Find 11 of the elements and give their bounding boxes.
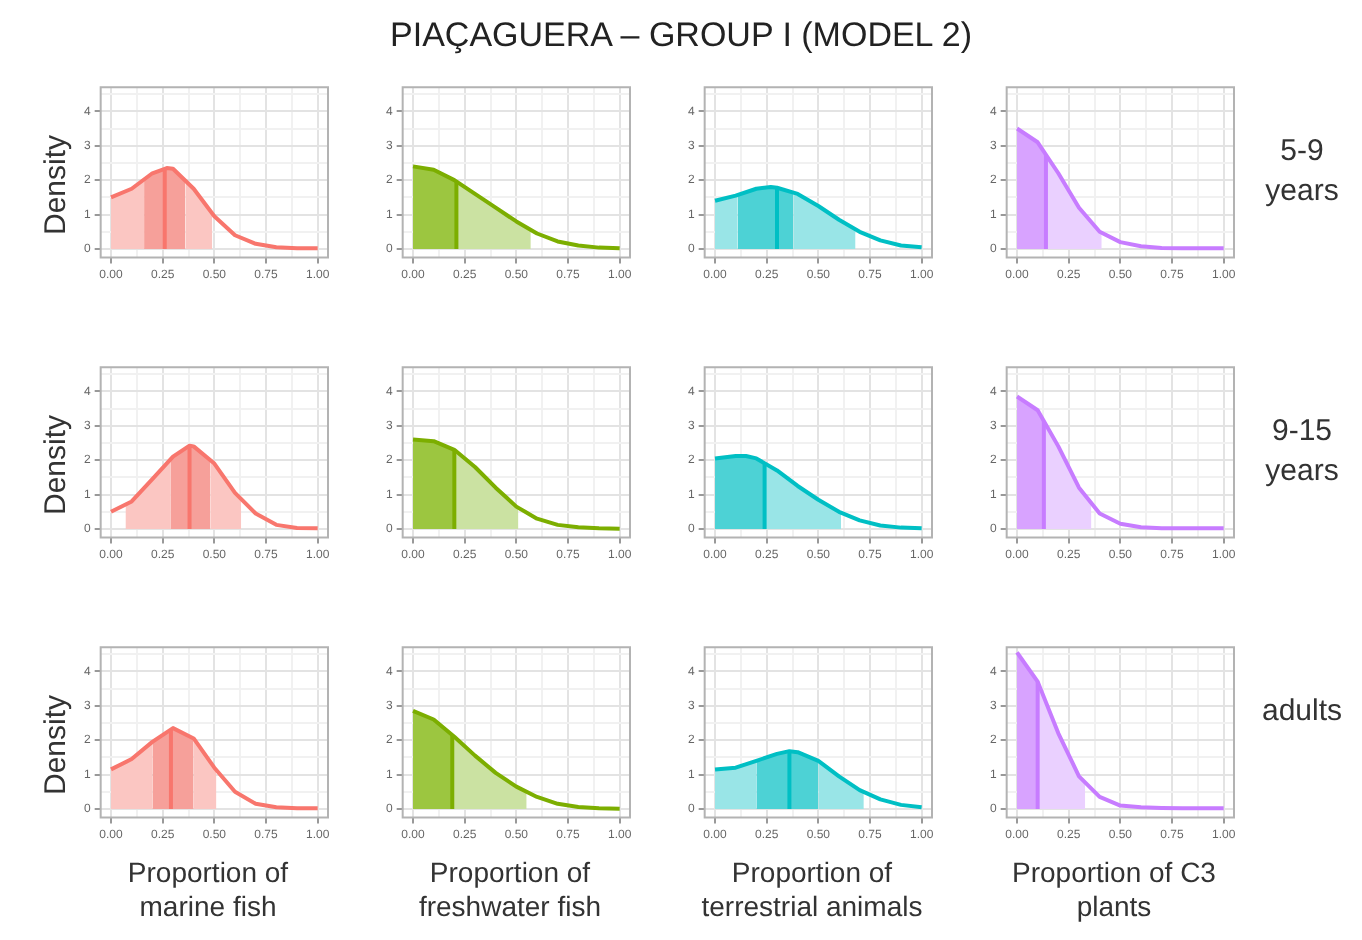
x-axis-title: Proportion of marine fish [125,856,291,924]
x-axis-title: Proportion of C3 plants [1010,856,1218,924]
text: 5-9 years [1263,132,1341,212]
text: adults [1259,692,1345,732]
text: 9-15 years [1263,412,1341,492]
y-axis-title: Density [39,132,73,240]
y-axis-title: Density [39,692,73,800]
x-axis-title: Proportion of freshwater fish [416,856,604,924]
x-axis-title: Proportion of terrestrial animals [699,856,925,924]
y-axis-title: Density [39,412,73,520]
text: PIAÇAGUERA – GROUP I (MODEL 2) [388,16,974,56]
